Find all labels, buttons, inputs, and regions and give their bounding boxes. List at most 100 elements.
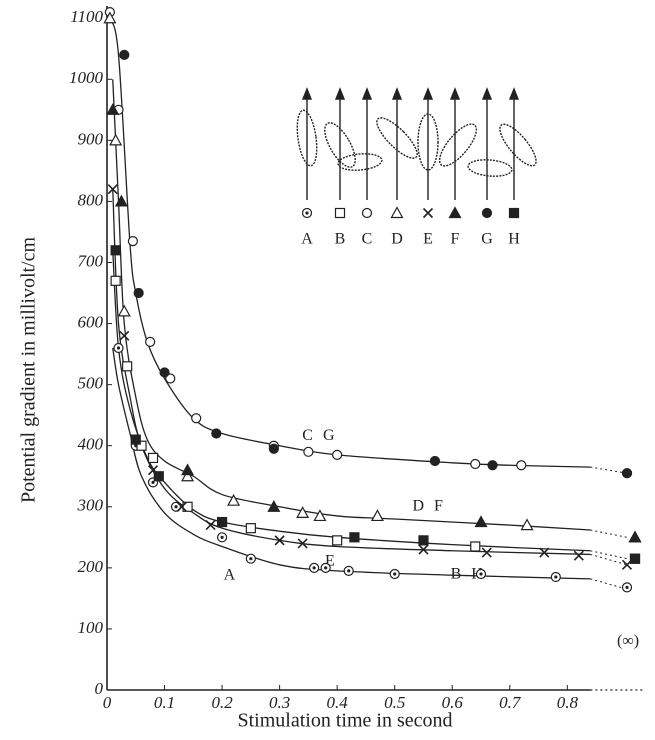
infinity-extension	[590, 553, 628, 566]
y-tick-label: 400	[78, 435, 104, 454]
infinity-extension	[590, 529, 628, 538]
data-point	[181, 463, 195, 476]
data-point	[418, 544, 429, 555]
data-point	[119, 49, 130, 60]
point-dot	[347, 569, 351, 573]
data-point	[117, 304, 131, 317]
data-point	[487, 460, 498, 471]
data-point	[629, 553, 641, 564]
point-dot	[393, 572, 397, 576]
data-point	[216, 516, 228, 528]
y-tick-label: 700	[78, 251, 104, 270]
x-tick-label: 0	[103, 693, 112, 712]
data-point	[313, 509, 327, 522]
inset-drawing	[296, 87, 537, 200]
y-tick-label: 1000	[69, 68, 104, 87]
legend-letter: G	[481, 231, 493, 248]
data-point	[516, 460, 527, 471]
data-point	[103, 11, 117, 24]
curve-label: E	[325, 553, 338, 570]
data-point	[274, 535, 285, 546]
point-dot	[554, 575, 558, 579]
data-point	[470, 458, 481, 470]
data-point	[370, 509, 384, 522]
y-tick-label: 500	[78, 374, 104, 393]
data-point	[110, 245, 121, 256]
point-dot	[220, 535, 224, 539]
legend-marker	[448, 206, 462, 219]
legend-letter: H	[508, 231, 520, 248]
data-point	[159, 367, 170, 378]
x-axis-title: Stimulation time in second	[238, 710, 453, 732]
data-point	[109, 133, 123, 146]
data-point	[628, 530, 642, 543]
data-point	[147, 452, 159, 464]
fit-curve	[112, 189, 591, 556]
legend-letter: C	[362, 231, 373, 248]
data-point	[332, 535, 343, 546]
data-point	[211, 428, 222, 439]
legend-letter: F	[451, 231, 460, 248]
x-tick-label: 0.2	[211, 693, 233, 712]
data-point	[245, 523, 256, 534]
y-tick-label: 100	[78, 618, 104, 637]
data-point	[297, 538, 308, 549]
legend-marker	[481, 207, 493, 219]
x-tick-label: 0.7	[499, 693, 522, 712]
data-point	[621, 468, 633, 479]
data-point	[176, 501, 187, 512]
data-point	[136, 440, 147, 451]
data-point	[127, 236, 138, 247]
data-point	[153, 471, 164, 482]
legend-marker	[508, 207, 520, 219]
point-dot	[116, 346, 121, 350]
point-dot	[324, 566, 328, 570]
data-point	[191, 413, 202, 424]
y-tick-label: 900	[78, 129, 104, 148]
point-dot	[174, 505, 178, 509]
legend-letter: E	[423, 231, 433, 248]
fit-curve	[112, 250, 591, 552]
data-point	[470, 541, 481, 552]
paramecium-outlines	[296, 109, 537, 177]
legend-marker	[334, 207, 346, 219]
legend-letter: B	[335, 231, 346, 248]
y-tick-label: 300	[77, 496, 104, 515]
data-point	[539, 547, 550, 558]
data-point	[418, 535, 429, 546]
data-point	[181, 469, 195, 482]
data-point	[119, 330, 130, 341]
infinity-label: (∞)	[617, 633, 639, 650]
curve-label: C G	[302, 427, 337, 444]
data-point	[474, 515, 488, 528]
legend-letter: A	[301, 231, 313, 248]
data-point	[106, 103, 120, 115]
data-point	[303, 446, 314, 457]
x-tick-label: 0.1	[154, 693, 175, 712]
data-point	[145, 336, 156, 347]
data-point	[110, 275, 121, 286]
direction-arrows	[301, 87, 520, 200]
data-point	[133, 287, 144, 299]
point-dot	[312, 566, 316, 570]
data-point	[520, 518, 534, 531]
data-point	[267, 500, 281, 512]
data-point	[227, 493, 241, 506]
infinity-extension	[590, 550, 628, 560]
curve-label: B H	[451, 565, 486, 582]
data-point	[332, 449, 343, 460]
y-tick-label: 200	[78, 557, 104, 576]
data-point	[268, 443, 279, 454]
data-point	[122, 361, 133, 372]
data-point	[573, 550, 584, 561]
x-tick-label: 0.5	[384, 693, 405, 712]
data-point	[182, 501, 193, 512]
x-tick-label: 0.4	[327, 693, 349, 712]
legend-marker	[390, 206, 404, 219]
data-point	[429, 455, 441, 467]
point-dot	[479, 572, 483, 576]
x-tick-label: 0.6	[442, 693, 464, 712]
data-point	[165, 373, 176, 384]
point-dot	[151, 480, 155, 484]
y-tick-label: 1100	[70, 7, 103, 26]
